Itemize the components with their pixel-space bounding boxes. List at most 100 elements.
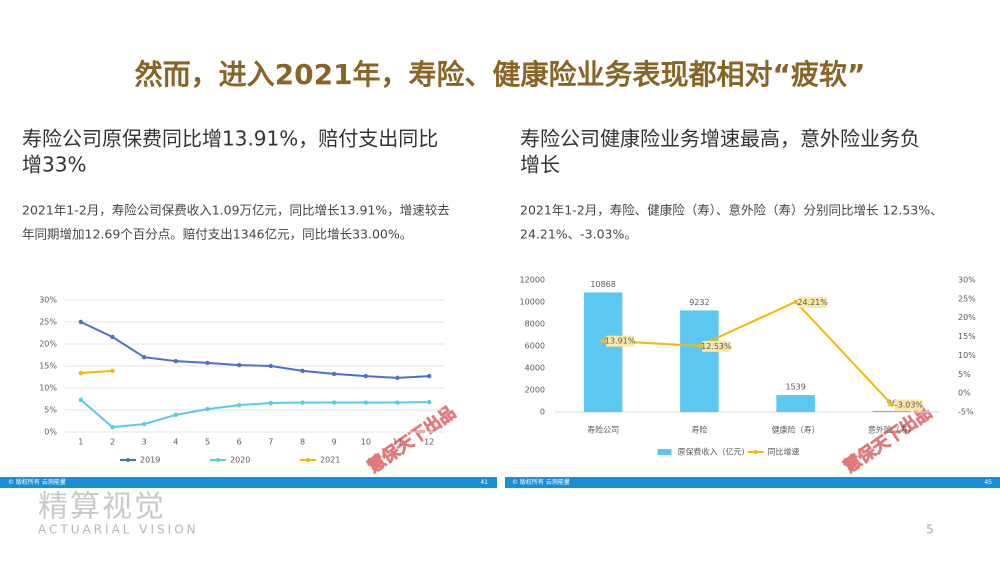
footer-text: © 版权所有 云测能量 xyxy=(8,478,66,486)
y-tick-label: 0% xyxy=(44,428,57,437)
heading: 寿险公司健康险业务增速最高，意外险业务负 xyxy=(520,127,920,151)
footer-text: © 版权所有 云测能量 xyxy=(512,478,570,486)
data-label: -3.03% xyxy=(895,401,924,410)
x-tick-label: 6 xyxy=(237,438,242,447)
x-tick-label: 5 xyxy=(205,438,210,447)
y2-tick-label: 5% xyxy=(958,370,971,379)
x-tick-label: 11 xyxy=(392,438,402,447)
y2-tick-label: 25% xyxy=(958,294,976,303)
marker xyxy=(395,400,400,405)
y-tick-label: 5% xyxy=(44,406,57,415)
marker xyxy=(331,371,337,377)
paragraph: 2021年1-2月，寿险公司保费收入1.09万亿元，同比增长13.91%，增速较… xyxy=(22,203,450,218)
logo: 精算视觉 xyxy=(38,490,166,525)
legend-swatch xyxy=(657,449,672,455)
paragraph: 年同期增加12.69个百分点。赔付支出1346亿元，同比增长33.00%。 xyxy=(22,227,412,242)
legend-marker xyxy=(306,458,310,462)
x-tick-label: 寿险公司 xyxy=(587,425,619,435)
label-box xyxy=(894,399,923,411)
line xyxy=(80,321,430,379)
marker xyxy=(363,400,369,405)
y-tick-label: 12000 xyxy=(520,276,545,285)
y2-tick-label: 15% xyxy=(958,332,976,341)
marker xyxy=(793,299,798,305)
y-tick-label: 10000 xyxy=(520,298,545,307)
x-tick-label: 12 xyxy=(424,438,434,447)
slide-title: 然而，进入2021年，寿险、健康险业务表现都相对“疲软” xyxy=(135,58,866,91)
y2-tick-label: 10% xyxy=(958,351,976,360)
data-label: 13.91% xyxy=(605,337,636,346)
footer-bar xyxy=(505,477,1000,488)
marker xyxy=(889,402,895,407)
y2-tick-label: 20% xyxy=(958,313,976,322)
data-label: 10868 xyxy=(590,280,615,289)
y-tick-label: 25% xyxy=(39,318,57,327)
bar xyxy=(680,310,719,412)
marker xyxy=(600,338,606,343)
marker xyxy=(173,358,179,364)
legend-label: 2019 xyxy=(140,456,160,465)
marker xyxy=(300,400,305,405)
footer-bar xyxy=(0,477,497,488)
y-tick-label: 10% xyxy=(39,384,57,393)
marker xyxy=(236,402,242,408)
data-label: 12.53% xyxy=(701,342,732,351)
marker xyxy=(426,373,432,379)
marker xyxy=(331,400,337,405)
x-tick-label: 3 xyxy=(142,438,147,447)
x-tick-label: 健康险（寿） xyxy=(772,425,820,435)
label-box xyxy=(798,296,827,308)
marker xyxy=(141,421,147,427)
marker xyxy=(363,373,369,379)
x-tick-label: 1 xyxy=(78,438,83,447)
page-number: 5 xyxy=(926,523,934,537)
marker xyxy=(141,355,147,360)
data-label: 24.21% xyxy=(797,298,828,307)
marker xyxy=(426,399,432,405)
marker xyxy=(697,343,702,349)
y-tick-label: 2000 xyxy=(525,386,545,395)
bar xyxy=(776,395,815,412)
y-tick-label: 20% xyxy=(39,340,57,349)
line xyxy=(80,399,430,429)
bar xyxy=(872,410,912,412)
legend-label: 同比增速 xyxy=(768,447,800,457)
y2-tick-label: 30% xyxy=(958,276,976,285)
line xyxy=(603,300,893,406)
line xyxy=(80,369,113,375)
data-label: 9232 xyxy=(689,298,709,307)
marker xyxy=(110,368,115,374)
marker xyxy=(78,397,84,403)
watermark: 慧保天下出品 xyxy=(840,402,936,478)
x-tick-label: 8 xyxy=(300,438,305,447)
logo-sub: ACTUARIAL VISION xyxy=(38,523,199,537)
y-tick-label: 6000 xyxy=(525,342,545,351)
y2-tick-label: 0% xyxy=(958,389,971,398)
legend-label: 原保费收入（亿元） xyxy=(678,447,750,457)
legend-label: 2021 xyxy=(320,456,340,465)
legend-marker xyxy=(126,458,130,462)
marker xyxy=(395,375,400,381)
marker xyxy=(110,334,115,340)
heading: 寿险公司原保费同比增13.91%，赔付支出同比 xyxy=(22,127,438,151)
marker xyxy=(300,368,305,374)
paragraph: 24.21%、-3.03%。 xyxy=(520,227,637,242)
y-tick-label: 15% xyxy=(39,362,57,371)
marker xyxy=(78,319,84,325)
y-tick-label: 30% xyxy=(39,296,57,305)
x-tick-label: 9 xyxy=(332,438,337,447)
label-box xyxy=(606,335,635,347)
x-tick-label: 4 xyxy=(173,438,178,447)
y-tick-label: 0 xyxy=(540,408,545,417)
legend-label: 2020 xyxy=(230,456,250,465)
label-box xyxy=(702,340,731,352)
bar xyxy=(583,292,623,412)
footer-page: 41 xyxy=(480,479,488,486)
heading: 增长 xyxy=(520,153,560,177)
x-tick-label: 意外险（寿） xyxy=(868,425,916,435)
marker xyxy=(205,360,210,366)
x-tick-label: 7 xyxy=(268,438,273,447)
marker xyxy=(205,406,210,412)
marker xyxy=(268,400,274,406)
